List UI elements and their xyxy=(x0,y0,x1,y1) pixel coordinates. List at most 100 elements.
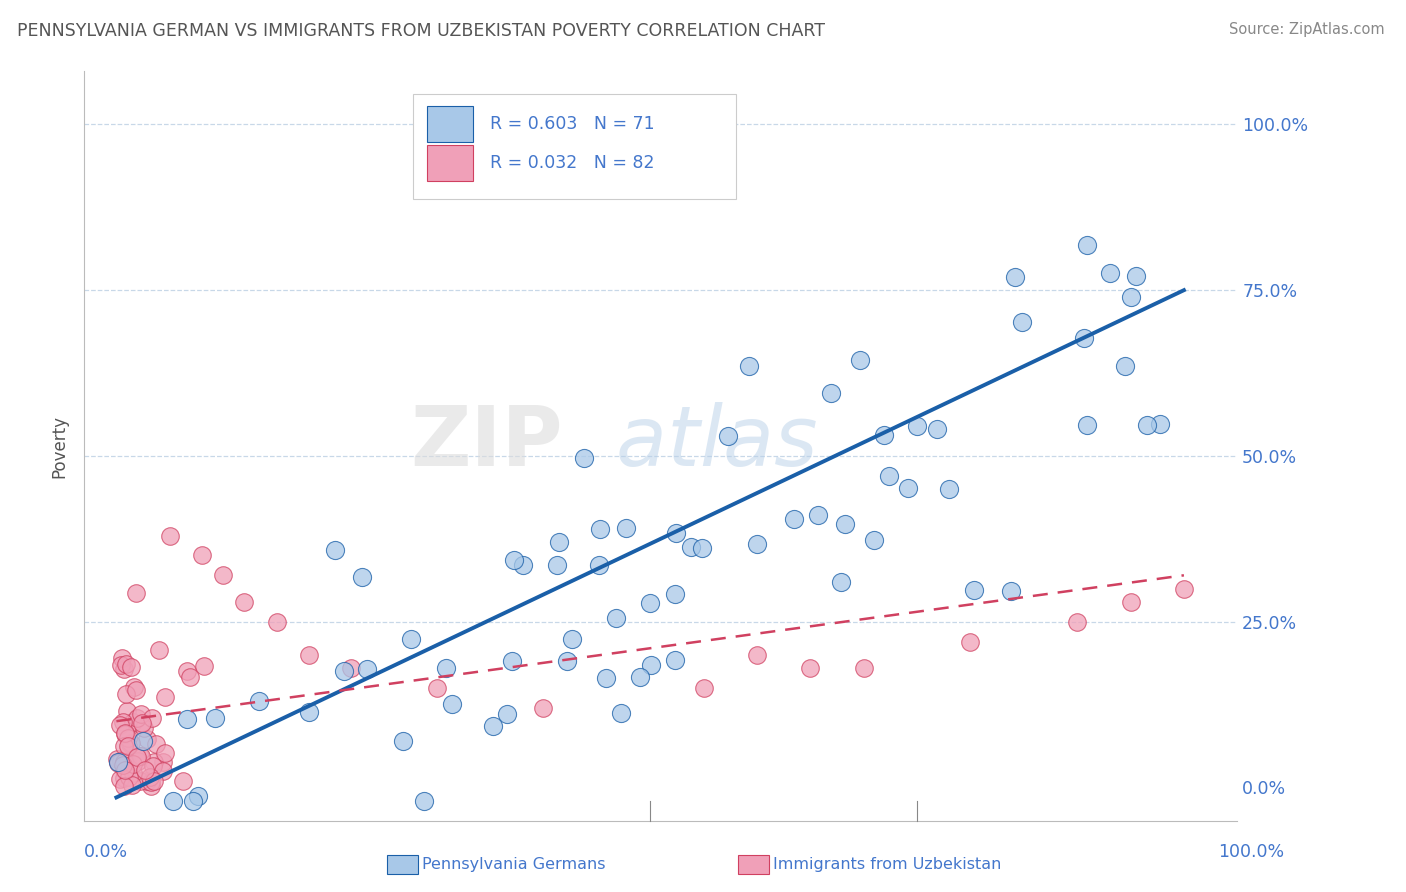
Point xyxy=(115,704,138,718)
Text: R = 0.603   N = 71: R = 0.603 N = 71 xyxy=(491,115,655,133)
Point xyxy=(1066,615,1088,629)
Point xyxy=(159,528,181,542)
Point xyxy=(141,711,163,725)
Point xyxy=(938,482,960,496)
Point xyxy=(118,770,141,784)
Point xyxy=(173,773,195,788)
Point xyxy=(129,773,152,788)
Point xyxy=(112,755,135,769)
Point xyxy=(139,775,162,789)
Point xyxy=(399,632,422,646)
Point xyxy=(595,672,617,686)
Point xyxy=(482,719,505,733)
Point xyxy=(1149,417,1171,431)
Point xyxy=(605,611,627,625)
Point xyxy=(1114,359,1136,374)
Point xyxy=(176,664,198,678)
Point xyxy=(125,682,148,697)
Point xyxy=(112,739,135,753)
Point xyxy=(807,508,830,522)
Point xyxy=(1119,290,1142,304)
Point xyxy=(426,681,449,695)
Point xyxy=(820,385,842,400)
Point xyxy=(352,569,374,583)
Point xyxy=(574,451,596,466)
Point xyxy=(127,754,149,768)
Point xyxy=(1119,595,1142,609)
Point xyxy=(108,772,131,787)
Point xyxy=(117,739,139,753)
Point xyxy=(638,596,661,610)
Point xyxy=(664,653,686,667)
Point xyxy=(873,428,896,442)
Point xyxy=(153,746,176,760)
Point xyxy=(121,778,143,792)
Point xyxy=(848,353,870,368)
Point xyxy=(153,690,176,705)
Point xyxy=(963,582,986,597)
Point xyxy=(531,701,554,715)
Point xyxy=(136,774,159,789)
Point xyxy=(112,662,135,676)
Point xyxy=(152,756,174,770)
Point xyxy=(112,758,135,772)
Point xyxy=(212,568,235,582)
Text: Source: ZipAtlas.com: Source: ZipAtlas.com xyxy=(1229,22,1385,37)
Point xyxy=(297,648,319,662)
Point xyxy=(925,422,948,436)
Point xyxy=(1000,584,1022,599)
Point xyxy=(187,789,209,803)
Point xyxy=(548,535,571,549)
Point xyxy=(1173,582,1195,596)
Point xyxy=(782,512,804,526)
Point xyxy=(122,757,145,772)
Point xyxy=(176,712,198,726)
Point xyxy=(501,654,523,668)
Point xyxy=(1076,418,1098,433)
Point xyxy=(193,659,215,673)
Point xyxy=(738,359,761,373)
Point xyxy=(181,794,204,808)
Point xyxy=(125,711,148,725)
Point xyxy=(799,661,821,675)
Point xyxy=(323,543,346,558)
Point xyxy=(114,764,136,778)
Text: 100.0%: 100.0% xyxy=(1218,843,1285,861)
Point xyxy=(124,586,146,600)
Point xyxy=(247,694,270,708)
Text: R = 0.032   N = 82: R = 0.032 N = 82 xyxy=(491,153,655,172)
Point xyxy=(152,764,174,778)
Point xyxy=(1125,268,1147,283)
Point xyxy=(1073,331,1095,345)
Point xyxy=(115,687,138,701)
Point xyxy=(959,634,981,648)
Point xyxy=(120,737,142,751)
Point xyxy=(266,615,288,629)
Point xyxy=(121,766,143,780)
Point xyxy=(546,558,568,573)
Point xyxy=(110,754,132,768)
Point xyxy=(440,697,463,711)
Point xyxy=(129,749,152,764)
Point xyxy=(1004,270,1026,285)
Point xyxy=(512,558,534,573)
Point xyxy=(120,736,142,750)
Point xyxy=(111,714,134,729)
Point xyxy=(162,794,184,808)
Y-axis label: Poverty: Poverty xyxy=(51,415,69,477)
Point xyxy=(609,706,631,720)
FancyBboxPatch shape xyxy=(427,106,472,142)
Text: Pennsylvania Germans: Pennsylvania Germans xyxy=(422,857,606,871)
Point xyxy=(717,428,740,442)
Point xyxy=(105,752,128,766)
Point xyxy=(114,657,136,671)
Point xyxy=(907,419,929,434)
Point xyxy=(110,718,132,732)
Point xyxy=(117,731,139,746)
Point xyxy=(862,533,884,547)
Point xyxy=(877,468,900,483)
Text: atlas: atlas xyxy=(562,401,817,483)
Point xyxy=(356,662,378,676)
Point xyxy=(111,651,134,665)
Point xyxy=(191,549,214,563)
